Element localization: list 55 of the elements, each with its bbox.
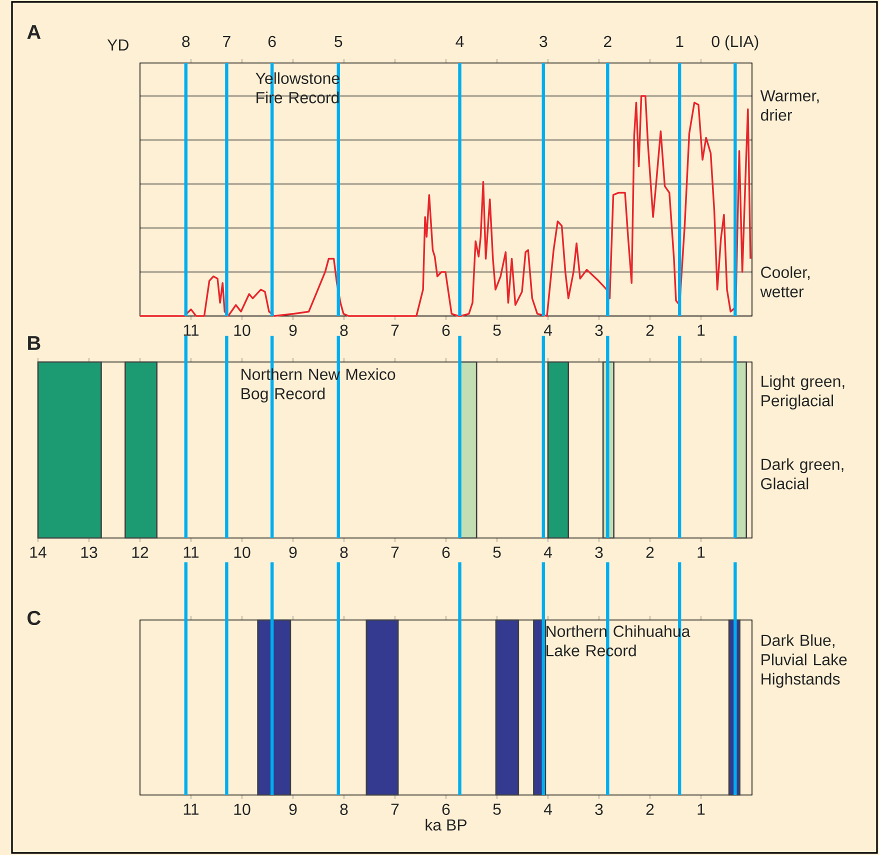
chart-title: B <box>28 336 40 350</box>
x-tick-label: 6 <box>442 324 450 336</box>
x-tick-label: 11 <box>184 324 199 336</box>
x-tick-label: 5 <box>493 324 501 336</box>
x-axis-title: ka BP <box>426 818 466 831</box>
x-tick-label: 12 <box>132 546 148 558</box>
text: 0 (LIA) <box>712 35 758 50</box>
x-tick-label: 7 <box>391 324 399 336</box>
x-tick-label: 2 <box>646 804 654 815</box>
x-tick-label: 10 <box>234 324 250 336</box>
x-tick-label: 8 <box>340 546 348 558</box>
x-tick-label: 2 <box>646 324 654 336</box>
x-tick-label: 7 <box>391 804 399 815</box>
text: 7 <box>223 36 230 47</box>
text: 5 <box>334 36 342 48</box>
chart-title: A <box>27 25 41 39</box>
x-tick-label: 8 <box>340 324 348 336</box>
text: 3 <box>540 36 548 48</box>
x-tick-label: 9 <box>289 324 297 336</box>
text: Dark green, Glacial <box>761 458 844 490</box>
text: 2 <box>604 36 612 47</box>
x-tick-label: 6 <box>442 546 450 558</box>
x-tick-label: 3 <box>595 804 603 816</box>
x-tick-label: 2 <box>646 546 654 558</box>
x-tick-label: 4 <box>544 324 552 336</box>
x-tick-label: 10 <box>234 546 250 558</box>
x-tick-label: 8 <box>340 804 348 816</box>
x-tick-label: 14 <box>30 546 46 558</box>
x-tick-label: 3 <box>595 546 603 558</box>
text: 4 <box>456 36 464 47</box>
x-tick-label: 9 <box>289 804 297 816</box>
x-tick-label: 7 <box>391 546 399 558</box>
x-tick-label: 11 <box>184 546 199 558</box>
text: 1 <box>676 36 684 47</box>
x-tick-label: 4 <box>544 546 552 558</box>
x-tick-label: 11 <box>184 804 199 815</box>
x-tick-label: 10 <box>234 804 250 816</box>
x-tick-label: 5 <box>493 546 501 558</box>
x-tick-label: 9 <box>289 546 297 558</box>
x-tick-label: 3 <box>595 324 603 336</box>
chart-title: C <box>28 610 41 626</box>
text: 8 <box>182 36 190 48</box>
text: Warmer, drier <box>760 90 819 121</box>
x-tick-label: 1 <box>698 804 705 815</box>
x-tick-label: 13 <box>81 546 98 558</box>
text: Cooler, wetter <box>760 266 810 298</box>
text: YD <box>107 39 128 50</box>
x-tick-label: 1 <box>698 324 705 336</box>
x-tick-label: 6 <box>442 804 450 816</box>
text: 6 <box>268 36 276 48</box>
x-tick-label: 1 <box>698 546 705 558</box>
text: Dark Blue, Pluvial Lake Highstands <box>762 634 847 688</box>
x-tick-label: 4 <box>544 804 552 815</box>
x-tick-label: 5 <box>493 804 501 815</box>
text: Light green, Periglacial <box>762 375 844 410</box>
